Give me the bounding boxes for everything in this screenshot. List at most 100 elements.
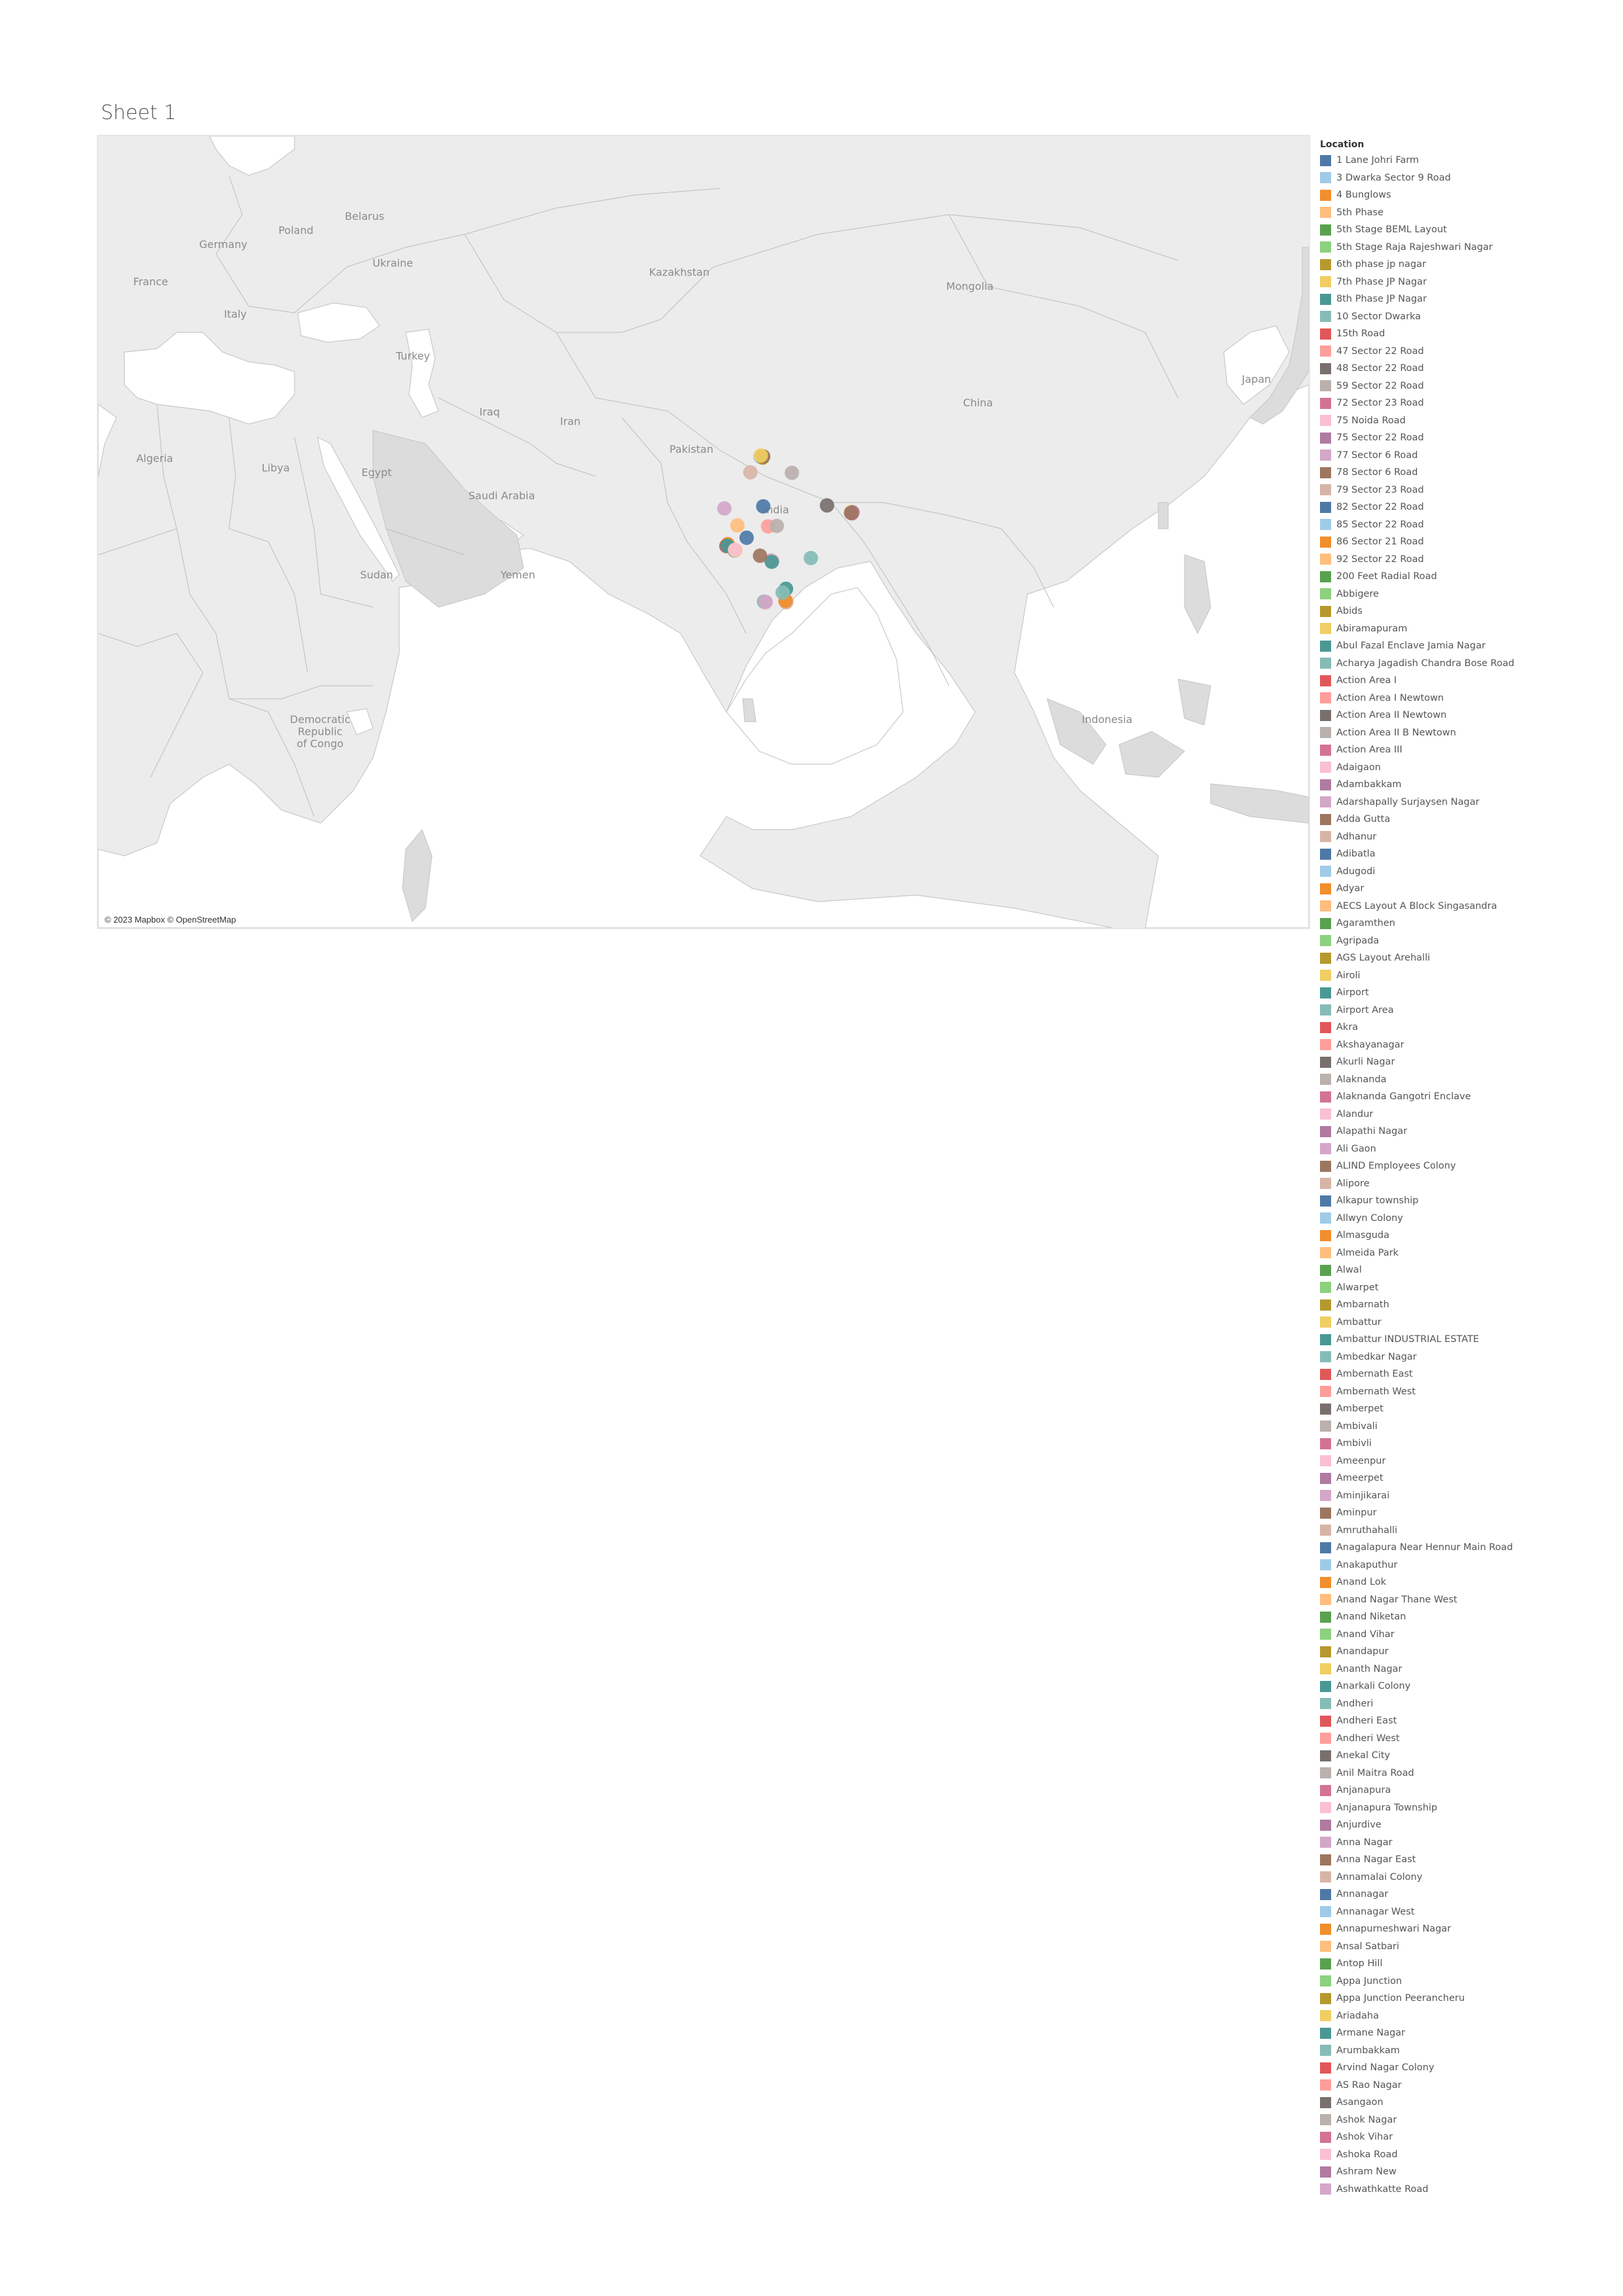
legend-item[interactable]: 82 Sector 22 Road (1320, 499, 1608, 516)
legend-item[interactable]: Ambernath West (1320, 1383, 1608, 1401)
legend-item[interactable]: Alipore (1320, 1175, 1608, 1193)
location-marker[interactable] (730, 518, 745, 533)
legend-item[interactable]: Ambattur (1320, 1314, 1608, 1332)
legend-item[interactable]: Allwyn Colony (1320, 1210, 1608, 1227)
legend-item[interactable]: 77 Sector 6 Road (1320, 447, 1608, 465)
legend-item[interactable]: Abul Fazal Enclave Jamia Nagar (1320, 637, 1608, 655)
legend-item[interactable]: Andheri West (1320, 1730, 1608, 1748)
legend-item[interactable]: 1 Lane Johri Farm (1320, 152, 1608, 169)
legend-item[interactable]: 4 Bunglows (1320, 186, 1608, 204)
legend-item[interactable]: Action Area I Newtown (1320, 690, 1608, 707)
map-attribution[interactable]: © 2023 Mapbox © OpenStreetMap (102, 914, 239, 925)
location-marker[interactable] (753, 548, 768, 563)
legend-item[interactable]: Antop Hill (1320, 1955, 1608, 1973)
legend-item[interactable]: Almeida Park (1320, 1245, 1608, 1262)
map-canvas[interactable]: Germany Poland Belarus Ukraine France Italy Ka… (98, 136, 1309, 928)
legend-item[interactable]: 10 Sector Dwarka (1320, 308, 1608, 326)
legend-item[interactable]: 5th Phase (1320, 204, 1608, 222)
location-marker[interactable] (758, 594, 773, 609)
legend-item[interactable]: Agaramthen (1320, 915, 1608, 932)
legend-item[interactable]: Arumbakkam (1320, 2042, 1608, 2060)
legend-item[interactable]: Almasguda (1320, 1227, 1608, 1245)
legend-item[interactable]: ALIND Employees Colony (1320, 1157, 1608, 1175)
legend-item[interactable]: Action Area II Newtown (1320, 707, 1608, 724)
legend-item[interactable]: Anjanapura Township (1320, 1799, 1608, 1817)
legend-item[interactable]: Ansal Satbari (1320, 1938, 1608, 1956)
legend-item[interactable]: Annanagar West (1320, 1903, 1608, 1921)
legend-item[interactable]: 59 Sector 22 Road (1320, 378, 1608, 395)
legend-item[interactable]: 78 Sector 6 Road (1320, 464, 1608, 482)
legend-item[interactable]: Alaknanda Gangotri Enclave (1320, 1088, 1608, 1106)
legend-item[interactable]: Airport Area (1320, 1002, 1608, 1019)
location-marker[interactable] (753, 448, 768, 463)
legend-item[interactable]: Action Area I (1320, 672, 1608, 690)
legend-item[interactable]: Asangaon (1320, 2094, 1608, 2111)
legend-item[interactable]: Ashok Vihar (1320, 2128, 1608, 2146)
location-marker[interactable] (785, 465, 800, 480)
legend-item[interactable]: Anakaputhur (1320, 1557, 1608, 1574)
legend-item[interactable]: Airport (1320, 984, 1608, 1002)
legend-item[interactable]: Anand Niketan (1320, 1608, 1608, 1626)
legend-item[interactable]: Andheri East (1320, 1712, 1608, 1730)
location-marker[interactable] (739, 530, 754, 545)
legend-item[interactable]: Amruthahalli (1320, 1522, 1608, 1540)
legend-item[interactable]: Ananth Nagar (1320, 1661, 1608, 1678)
legend-item[interactable]: Adda Gutta (1320, 811, 1608, 828)
legend-item[interactable]: AECS Layout A Block Singasandra (1320, 898, 1608, 915)
legend-item[interactable]: Alapathi Nagar (1320, 1123, 1608, 1140)
legend-item[interactable]: Alkapur township (1320, 1192, 1608, 1210)
legend-item[interactable]: Ashram New (1320, 2163, 1608, 2181)
legend-item[interactable]: Adyar (1320, 880, 1608, 898)
legend-item[interactable]: 3 Dwarka Sector 9 Road (1320, 169, 1608, 187)
legend-item[interactable]: Amberpet (1320, 1400, 1608, 1418)
legend-item[interactable]: Anjanapura (1320, 1782, 1608, 1799)
location-marker[interactable] (844, 505, 859, 520)
legend-item[interactable]: 75 Sector 22 Road (1320, 429, 1608, 447)
legend-item[interactable]: Ambernath East (1320, 1366, 1608, 1383)
legend-item[interactable]: Akshayanagar (1320, 1036, 1608, 1054)
legend-item[interactable]: Adugodi (1320, 863, 1608, 881)
legend-item[interactable]: 86 Sector 21 Road (1320, 533, 1608, 551)
legend-item[interactable]: Acharya Jagadish Chandra Bose Road (1320, 655, 1608, 673)
legend-item[interactable]: Anagalapura Near Hennur Main Road (1320, 1539, 1608, 1557)
legend-item[interactable]: Alandur (1320, 1106, 1608, 1123)
legend-item[interactable]: 200 Feet Radial Road (1320, 568, 1608, 586)
legend-item[interactable]: Appa Junction (1320, 1973, 1608, 1990)
legend-item[interactable]: Anand Lok (1320, 1574, 1608, 1591)
legend-item[interactable]: 72 Sector 23 Road (1320, 395, 1608, 412)
legend-item[interactable]: Anna Nagar East (1320, 1851, 1608, 1869)
legend-item[interactable]: Ali Gaon (1320, 1140, 1608, 1158)
legend-item[interactable]: Ambarnath (1320, 1296, 1608, 1314)
legend-item[interactable]: Alwarpet (1320, 1279, 1608, 1297)
legend-item[interactable]: Appa Junction Peerancheru (1320, 1990, 1608, 2007)
legend-item[interactable]: AS Rao Nagar (1320, 2077, 1608, 2094)
legend-item[interactable]: Anarkali Colony (1320, 1678, 1608, 1695)
location-marker[interactable] (756, 499, 771, 514)
legend-item[interactable]: 92 Sector 22 Road (1320, 551, 1608, 569)
legend-item[interactable]: 79 Sector 23 Road (1320, 482, 1608, 499)
legend-item[interactable]: Arvind Nagar Colony (1320, 2059, 1608, 2077)
legend-item[interactable]: Annanagar (1320, 1886, 1608, 1903)
legend-item[interactable]: Alwal (1320, 1262, 1608, 1279)
legend-item[interactable]: Adibatla (1320, 845, 1608, 863)
location-marker[interactable] (775, 585, 790, 600)
legend-item[interactable]: Ariadaha (1320, 2007, 1608, 2025)
legend-item[interactable]: 6th phase jp nagar (1320, 256, 1608, 274)
location-marker[interactable] (819, 498, 834, 513)
legend-item[interactable]: Anil Maitra Road (1320, 1765, 1608, 1782)
location-markers[interactable] (717, 448, 860, 610)
legend-item[interactable]: Action Area II B Newtown (1320, 724, 1608, 742)
legend-item[interactable]: 85 Sector 22 Road (1320, 516, 1608, 534)
legend-item[interactable]: Action Area III (1320, 741, 1608, 759)
legend-item[interactable]: Akra (1320, 1019, 1608, 1036)
legend-item[interactable]: Ambivali (1320, 1418, 1608, 1436)
legend-item[interactable]: Ambedkar Nagar (1320, 1349, 1608, 1366)
legend-item[interactable]: Adaigaon (1320, 759, 1608, 777)
legend-item[interactable]: Anjurdive (1320, 1816, 1608, 1834)
legend-item[interactable]: Ashwathkatte Road (1320, 2181, 1608, 2199)
legend-item[interactable]: Anand Vihar (1320, 1626, 1608, 1644)
legend-item[interactable]: Aminjikarai (1320, 1487, 1608, 1505)
legend-item[interactable]: Ashok Nagar (1320, 2111, 1608, 2129)
legend-item[interactable]: Anna Nagar (1320, 1834, 1608, 1852)
map-view[interactable]: Germany Poland Belarus Ukraine France Italy Ka… (97, 135, 1310, 929)
